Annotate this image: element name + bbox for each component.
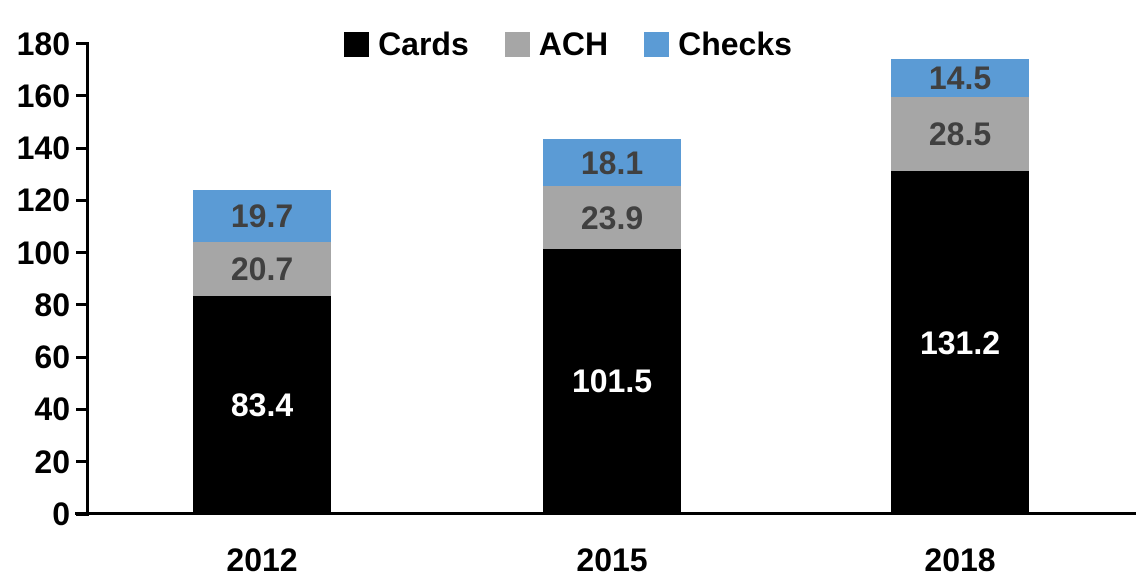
bar-segment-cards-2018: 131.2 (891, 171, 1029, 514)
y-tick-120 (76, 198, 86, 202)
y-tick-20 (76, 460, 86, 464)
y-tick-180 (76, 42, 86, 46)
data-label-cards-2015: 101.5 (571, 363, 653, 400)
legend-swatch-cards (344, 31, 370, 57)
legend: Cards ACH Checks (0, 28, 1136, 60)
bar-segment-ach-2018: 28.5 (891, 96, 1029, 172)
legend-item-checks: Checks (644, 28, 792, 60)
data-label-cards-2012: 83.4 (230, 387, 294, 424)
y-tick-label-160: 160 (16, 77, 70, 114)
legend-label-checks: Checks (678, 26, 792, 62)
y-tick-label-140: 140 (16, 130, 70, 167)
bar-segment-cards-2012: 83.4 (193, 296, 331, 514)
y-axis-line (86, 41, 89, 516)
x-label-2015: 2015 (576, 542, 648, 578)
y-tick-100 (76, 251, 86, 255)
y-tick-label-40: 40 (34, 391, 70, 428)
bar-segment-checks-2018: 14.5 (891, 58, 1029, 97)
bar-segment-checks-2015: 18.1 (543, 138, 681, 187)
legend-swatch-ach (504, 31, 530, 57)
data-label-ach-2015: 23.9 (580, 199, 644, 236)
bar-2012: 83.4 20.7 19.7 (193, 190, 331, 514)
y-tick-label-180: 180 (16, 25, 70, 62)
bar-segment-cards-2015: 101.5 (543, 248, 681, 514)
y-tick-label-60: 60 (34, 339, 70, 376)
bar-segment-ach-2012: 20.7 (193, 241, 331, 297)
y-tick-160 (76, 94, 86, 98)
y-tick-140 (76, 146, 86, 150)
legend-label-cards: Cards (378, 26, 469, 62)
y-tick-60 (76, 355, 86, 359)
bar-2018: 131.2 28.5 14.5 (891, 58, 1029, 514)
legend-item-cards: Cards (344, 28, 469, 60)
data-label-ach-2012: 20.7 (230, 251, 294, 287)
bar-segment-checks-2012: 19.7 (193, 190, 331, 242)
y-tick-0 (76, 512, 86, 516)
y-tick-label-80: 80 (34, 286, 70, 323)
legend-label-ach: ACH (538, 26, 609, 62)
data-label-cards-2018: 131.2 (919, 324, 1001, 361)
legend-item-ach: ACH (504, 26, 609, 62)
bar-2015: 101.5 23.9 18.1 (543, 138, 681, 514)
y-tick-label-0: 0 (52, 496, 70, 532)
x-label-2012: 2012 (226, 542, 298, 578)
data-label-checks-2018: 14.5 (928, 59, 992, 96)
data-label-ach-2018: 28.5 (928, 115, 992, 152)
legend-swatch-checks (644, 31, 670, 57)
y-tick-40 (76, 407, 86, 411)
x-label-2018: 2018 (924, 542, 996, 578)
y-tick-label-100: 100 (16, 234, 70, 271)
bar-segment-ach-2015: 23.9 (543, 186, 681, 249)
y-tick-80 (76, 303, 86, 307)
data-label-checks-2015: 18.1 (580, 144, 644, 181)
y-tick-label-120: 120 (16, 182, 70, 219)
data-label-checks-2012: 19.7 (230, 198, 294, 235)
y-tick-label-20: 20 (34, 443, 70, 480)
